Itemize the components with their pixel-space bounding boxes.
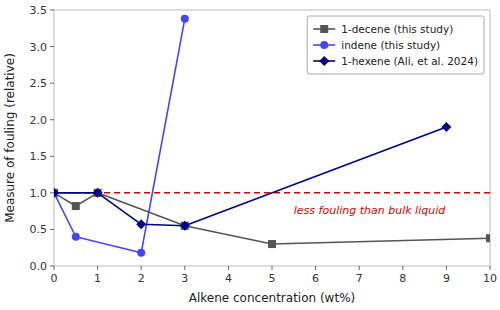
- x-tick: [359, 266, 360, 270]
- series-point: [54, 188, 59, 198]
- y-tick: [50, 10, 54, 11]
- x-tick-label: 2: [138, 272, 145, 285]
- x-tick-label: 8: [399, 272, 406, 285]
- series-point: [72, 202, 80, 210]
- y-tick: [50, 229, 54, 230]
- series-point: [54, 189, 58, 197]
- y-tick: [50, 83, 54, 84]
- series-line: [54, 193, 490, 244]
- y-tick-label: 3.5: [30, 4, 48, 17]
- x-tick: [228, 266, 229, 270]
- x-tick-label: 10: [483, 272, 497, 285]
- x-tick-label: 5: [269, 272, 276, 285]
- y-tick-label: 3.0: [30, 41, 48, 54]
- y-tick-label: 0.5: [30, 223, 48, 236]
- y-tick: [50, 266, 54, 267]
- legend: 1-decene (this study) indene (this study)…: [307, 16, 484, 74]
- x-tick-label: 3: [181, 272, 188, 285]
- y-tick-label: 1.0: [30, 187, 48, 200]
- series-point: [268, 240, 276, 248]
- series-point: [136, 219, 146, 229]
- series-point: [181, 222, 189, 230]
- series-point: [180, 221, 190, 231]
- legend-marker: [320, 25, 328, 33]
- annotation: less fouling than bulk liquid: [294, 204, 446, 217]
- series-line: [54, 19, 185, 253]
- series-point: [54, 189, 58, 197]
- series-point: [486, 234, 490, 242]
- series-point: [181, 15, 189, 23]
- x-tick: [97, 266, 98, 270]
- x-tick-label: 4: [225, 272, 232, 285]
- plot-frame: [54, 10, 490, 266]
- legend-marker: [320, 41, 328, 49]
- chart: 0 1 2 3 4 5 6 7 8 9 10 0.0 0.5 1.0 1.5 2.0 2.5 3.0 3.5 Alke…: [0, 0, 500, 310]
- y-tick-label: 1.5: [30, 150, 48, 163]
- legend-box: [307, 16, 484, 74]
- series-point: [441, 122, 451, 132]
- x-tick-label: 6: [312, 272, 319, 285]
- series-point: [93, 188, 103, 198]
- x-tick: [141, 266, 142, 270]
- x-tick: [272, 266, 273, 270]
- legend-label: 1-decene (this study): [341, 23, 453, 35]
- y-axis-label: Measure of fouling (relative): [3, 53, 17, 223]
- series-line: [54, 127, 446, 226]
- x-tick: [315, 266, 316, 270]
- legend-marker: [319, 56, 329, 66]
- x-tick: [402, 266, 403, 270]
- y-tick: [50, 119, 54, 120]
- y-tick: [50, 46, 54, 47]
- x-tick-label: 0: [51, 272, 58, 285]
- x-tick-label: 1: [94, 272, 101, 285]
- legend-label: 1-hexene (Ali, et al. 2024): [341, 55, 478, 67]
- x-tick: [54, 266, 55, 270]
- x-tick: [446, 266, 447, 270]
- x-tick-label: 9: [443, 272, 450, 285]
- x-axis-label: Alkene concentration (wt%): [189, 291, 355, 305]
- legend-label: indene (this study): [341, 39, 440, 51]
- x-tick: [490, 266, 491, 270]
- y-tick-label: 2.5: [30, 77, 48, 90]
- x-tick-label: 7: [356, 272, 363, 285]
- series-point: [72, 233, 80, 241]
- y-tick-label: 2.0: [30, 114, 48, 127]
- y-tick-label: 0.0: [30, 260, 48, 273]
- plot-area: [54, 15, 490, 257]
- y-tick: [50, 192, 54, 193]
- y-tick: [50, 156, 54, 157]
- series-point: [137, 249, 145, 257]
- x-tick: [184, 266, 185, 270]
